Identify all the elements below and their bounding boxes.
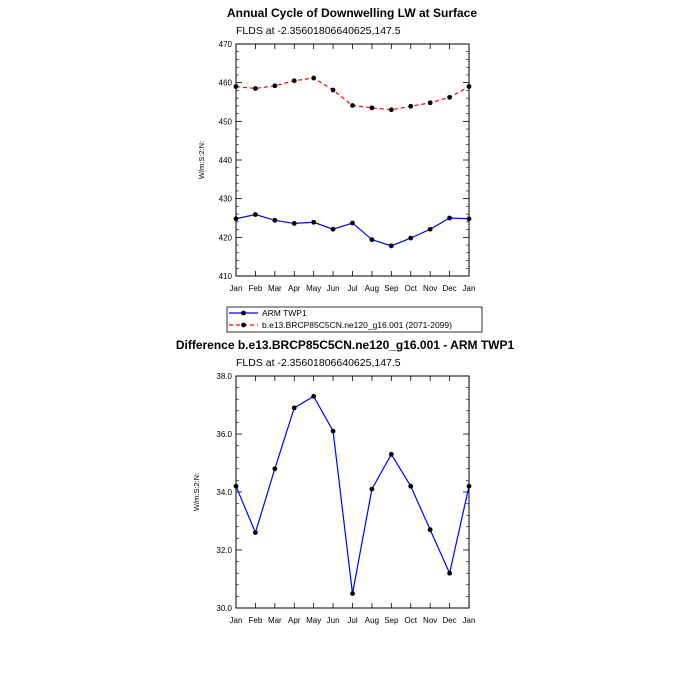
x-tick-label: Dec [442,284,456,293]
data-point [369,105,375,111]
x-tick-label: Jan [230,616,243,625]
y-axis-label: W/m:S:2:N: [197,141,206,179]
plot-frame [235,43,470,277]
data-point [350,591,355,596]
y-tick-label: 38.0 [216,372,232,381]
x-tick-label: Nov [423,284,437,293]
legend-marker-arm [241,310,246,316]
y-tick-label: 410 [219,272,233,281]
data-point [408,483,414,489]
x-tick-label: Sep [384,284,399,293]
y-tick-label: 470 [219,40,233,49]
data-point [291,405,297,411]
data-point [447,570,452,576]
x-tick-label: Feb [249,616,263,625]
series-group [233,393,472,596]
data-point [330,428,336,434]
y-tick-label: 460 [219,79,233,88]
x-tick-label: Mar [268,616,282,625]
y-tick-label: 430 [219,195,233,204]
x-tick-label: Jul [347,616,357,625]
data-point [253,530,258,535]
y-tick-label: 450 [219,117,233,126]
data-point [447,94,452,100]
x-tick-label: Jan [463,284,476,293]
legend-box [226,306,483,333]
y-tick-label: 30.0 [216,604,232,613]
data-point [291,78,297,84]
x-tick-label: Jul [347,284,357,293]
x-tick-label: May [306,284,321,293]
data-point [427,226,433,232]
data-point [272,466,278,472]
series-group [233,75,472,249]
x-tick-label: Jan [463,616,476,625]
legend: ARM TWP1 b.e13.BRCP85C5CN.ne120_g16.001 … [226,306,483,333]
data-point [369,237,375,243]
x-tick-label: May [306,616,321,625]
data-point [253,212,258,217]
data-point [388,451,394,457]
series-line [235,395,470,594]
annual-cycle-chart: Annual Cycle of Downwelling LW at Surfac… [197,6,477,293]
data-point [311,75,317,81]
y-tick-label: 34.0 [216,488,232,497]
legend-marker-model [241,322,246,328]
plot-frame [235,375,470,609]
x-tick-label: Apr [288,616,301,625]
x-tick-label: Mar [268,284,282,293]
y-tick-label: 420 [219,233,233,242]
data-point [408,235,414,241]
axis-ticks [235,43,470,277]
data-point [350,103,355,108]
data-point [427,527,433,533]
data-point [388,107,394,113]
x-tick-label: Oct [405,616,418,625]
x-tick-label: Dec [442,616,456,625]
data-point [311,393,317,399]
x-tick-label: Jun [327,284,340,293]
x-tick-label: Oct [405,284,418,293]
y-tick-label: 36.0 [216,430,232,439]
data-point [408,103,414,109]
tick-labels: Jan Feb Mar Apr May Jun Jul Aug Sep Oct Nov Dec Jan 3… [216,372,475,625]
chart-title: Annual Cycle of Downwelling LW at Surfac… [227,6,477,20]
x-tick-label: Apr [288,284,301,293]
chart-subtitle: FLDS at -2.35601806640625,147.5 [236,357,401,369]
y-tick-label: 32.0 [216,546,232,555]
x-tick-label: Aug [365,616,379,625]
x-tick-label: Nov [423,616,437,625]
x-tick-label: Feb [249,284,263,293]
series-line [235,213,470,247]
x-tick-label: Sep [384,616,399,625]
data-point [427,100,433,106]
data-point [311,219,317,225]
data-point [447,215,452,221]
legend-label-model: b.e13.BRCP85C5CN.ne120_g16.001 (2071-209… [262,320,452,330]
legend-label-arm: ARM TWP1 [262,308,307,318]
data-point [369,486,375,492]
chart-subtitle: FLDS at -2.35601806640625,147.5 [236,25,401,37]
chart-title: Difference b.e13.BRCP85C5CN.ne120_g16.00… [176,338,515,352]
y-tick-label: 440 [219,156,233,165]
data-point [253,86,258,91]
data-point [272,217,278,223]
data-point [272,83,278,89]
tick-labels: Jan Feb Mar Apr May Jun Jul Aug Sep Oct Nov Dec Jan 4… [219,40,476,293]
y-axis-label: W/m:S:2:N: [192,473,201,511]
data-point [330,226,336,232]
x-tick-label: Jan [230,284,243,293]
x-tick-label: Jun [327,616,340,625]
data-point [388,243,394,249]
x-tick-label: Aug [365,284,379,293]
data-point [330,87,336,93]
data-point [291,221,297,226]
data-point [350,220,355,226]
axis-ticks [235,375,470,609]
difference-chart: Difference b.e13.BRCP85C5CN.ne120_g16.00… [176,338,515,625]
